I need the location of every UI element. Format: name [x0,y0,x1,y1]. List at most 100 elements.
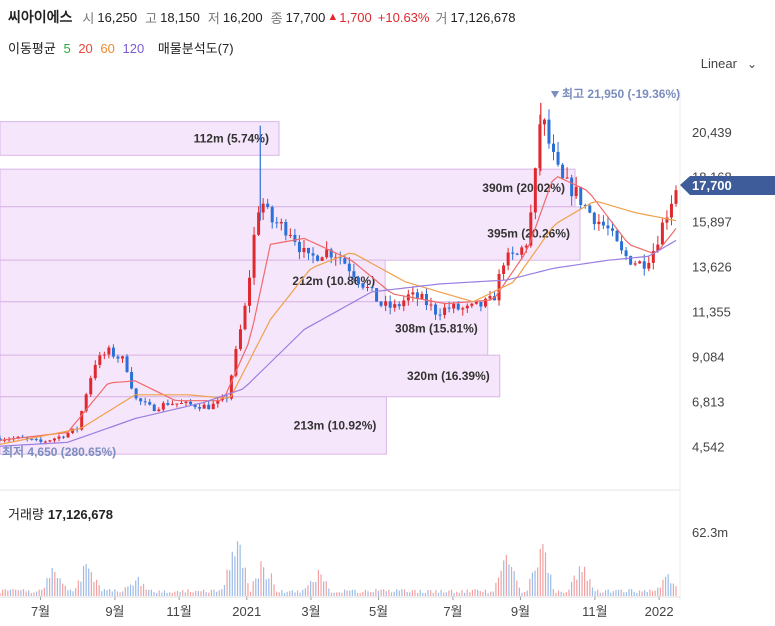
low-value: 16,200 [222,9,263,25]
volume-bar [636,593,638,596]
candle-body [502,265,506,274]
y-tick-label: 6,813 [692,394,725,409]
candle-body [465,305,469,309]
high-value: 18,150 [160,9,200,25]
volume-bar [72,591,74,596]
volume-bar [610,592,612,596]
candle-body [279,221,283,224]
candle-body [21,436,25,438]
volume-bar [213,589,215,596]
volume-bar [625,592,628,596]
candle-body [71,428,75,433]
candle-body [479,301,483,307]
volume-bar [132,585,134,596]
volume-bar [372,592,374,596]
volume-bar [336,592,338,596]
volume-bar [557,590,560,596]
candle-body [601,221,605,226]
volume-bars [0,541,677,596]
volume-bar [276,591,278,596]
candle-body [116,356,120,359]
chevron-down-icon: ⌄ [746,56,757,71]
volume-bar [103,589,106,596]
volume-bar [607,589,609,596]
volume-bar [623,592,625,596]
up-triangle-icon: ▲ [327,11,339,23]
candle-body [152,404,156,412]
candle-body [461,308,465,310]
volume-bar [354,589,356,596]
volume-bar [628,589,630,596]
candle-body [483,298,487,307]
volume-bar [524,591,526,596]
volume-bar [260,561,262,596]
candle-body [515,253,519,255]
volume-bar [641,591,643,596]
volume-bar [22,589,25,596]
volume-bar [85,563,87,596]
candle-body [365,286,369,288]
candle-body [293,234,297,242]
moving-average-legend[interactable]: 이동평균 5 20 60 120 매물분석도(7) [8,38,238,57]
volume-profile-label: 320m (16.39%) [407,369,490,383]
volume-bar [135,580,137,596]
candle-body [148,402,152,405]
volume-bar [270,573,273,596]
candle-body [161,403,165,410]
candle-body [347,263,351,272]
candle-body [343,258,347,264]
candle-body [474,301,478,304]
candle-body [574,186,578,197]
volume-bar [341,592,343,596]
volume-bar [291,590,293,596]
volume-bar [263,567,265,596]
candle-body [415,292,419,300]
volume-bar [403,589,406,596]
volume-bar [542,543,544,596]
y-tick-label: 11,355 [692,305,731,320]
candle-body [429,304,433,306]
candle-body [166,403,170,405]
low-marker: 최저 4,650 (280.65%) [2,444,116,459]
volume-bar [169,592,171,596]
volume-bar [234,556,236,596]
volume-bar [82,565,85,596]
volume-bar [343,589,346,596]
high-label: 고 [145,10,158,26]
volume-bar [359,593,361,596]
volume-bar [445,592,447,596]
volume-bar [417,593,419,596]
volume-bar [422,592,424,596]
scale-selector[interactable]: Linear ⌄ [701,56,757,71]
candle-body [361,283,365,288]
candle-body [610,228,614,231]
volume-bar [597,589,599,596]
volume-bar [265,579,267,596]
volume-bar [296,590,299,596]
volume-profile-label: 212m (10.86%) [292,274,375,288]
volume-bar [218,590,220,596]
volume-bar [364,589,367,596]
candle-body [438,314,442,316]
volume-bar [487,593,489,596]
ma-20: 20 [78,41,93,56]
x-tick-label: 11월 [582,604,607,619]
candle-body [434,304,438,315]
volume-bar [62,583,64,596]
high-marker-icon [551,91,559,98]
volume-bar [664,576,667,596]
volume-bar [521,592,523,596]
volume-bar [161,592,163,596]
volume-bar [333,592,335,596]
volume-bar [620,589,622,596]
volume-bar [35,591,38,596]
candle-body [157,409,161,412]
volume-bar [586,580,588,596]
volume-bar [294,592,296,596]
volume-bar [453,593,455,596]
candle-body [193,404,197,408]
volume-bar [2,589,4,596]
volume-bar [463,592,466,596]
candle-body [320,257,324,261]
